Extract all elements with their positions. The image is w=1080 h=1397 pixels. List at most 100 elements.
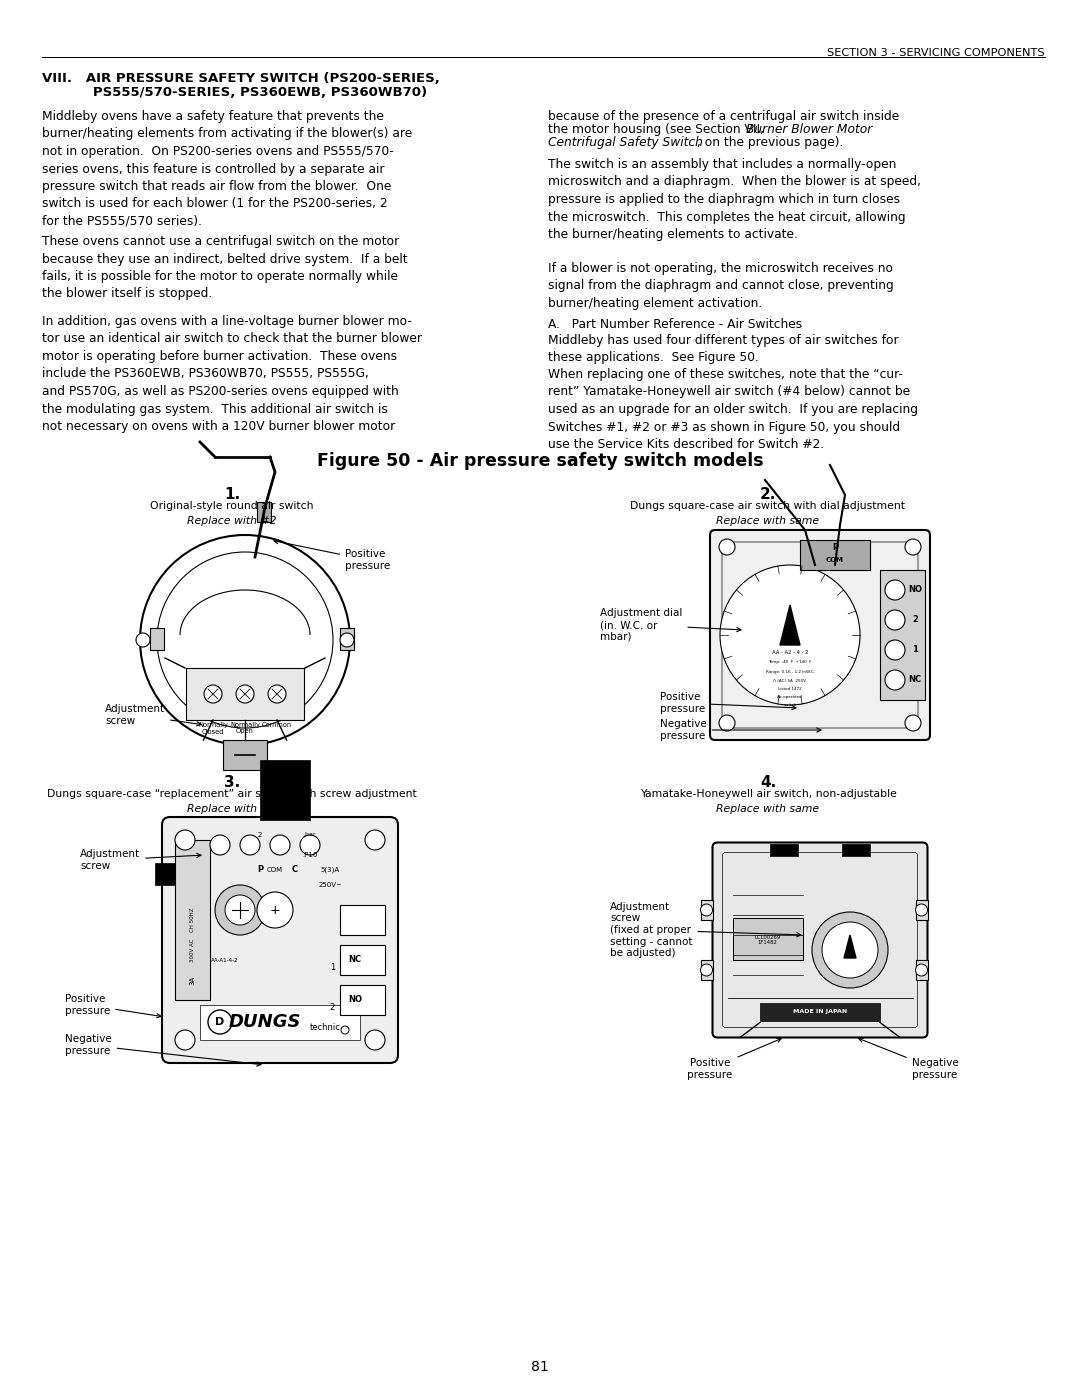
Text: Positive
pressure: Positive pressure [687, 1038, 781, 1080]
Text: Positive
pressure: Positive pressure [274, 539, 390, 571]
Text: Range: 0.16 - 1.2 InW.C.: Range: 0.16 - 1.2 InW.C. [766, 671, 814, 673]
Bar [800, 541, 870, 570]
Text: COM: COM [267, 868, 283, 873]
Circle shape [225, 895, 255, 925]
Circle shape [300, 835, 320, 855]
Text: Adjustment
screw: Adjustment screw [105, 704, 201, 726]
Circle shape [905, 715, 921, 731]
Text: Replace with same: Replace with same [716, 515, 820, 527]
Text: ∩ (AC) 5A  250V: ∩ (AC) 5A 250V [773, 679, 807, 683]
Text: 2: 2 [913, 616, 918, 624]
Circle shape [916, 904, 928, 916]
Polygon shape [843, 935, 856, 958]
Text: Normally
Closed: Normally Closed [198, 722, 228, 735]
Bar [770, 844, 798, 855]
Text: +: + [270, 904, 281, 916]
Bar [257, 502, 271, 522]
Text: If a blower is not operating, the microswitch receives no
signal from the diaphr: If a blower is not operating, the micros… [548, 263, 894, 310]
Text: 81: 81 [531, 1361, 549, 1375]
Text: 250V~: 250V~ [319, 882, 342, 888]
Text: Common: Common [262, 722, 292, 728]
Text: In addition, gas ovens with a line-voltage burner blower mo-
tor use an identica: In addition, gas ovens with a line-volta… [42, 314, 422, 433]
Text: NO: NO [348, 996, 362, 1004]
Circle shape [204, 685, 222, 703]
Text: NO: NO [908, 585, 922, 595]
Circle shape [885, 671, 905, 690]
Circle shape [719, 539, 735, 555]
Text: DUNGS: DUNGS [229, 1013, 301, 1031]
Bar [760, 1003, 880, 1020]
Text: Air-operated: Air-operated [778, 694, 802, 698]
Bar [222, 740, 267, 770]
Text: Adjustment
screw: Adjustment screw [80, 849, 201, 870]
Text: because of the presence of a centrifugal air switch inside: because of the presence of a centrifugal… [548, 110, 900, 123]
Polygon shape [780, 605, 800, 645]
Circle shape [175, 1030, 195, 1051]
Text: AA-A1-4-2: AA-A1-4-2 [212, 957, 239, 963]
FancyBboxPatch shape [713, 842, 928, 1038]
Text: Original-style round air switch: Original-style round air switch [150, 502, 314, 511]
Text: Positive
pressure: Positive pressure [660, 692, 796, 714]
Text: 1: 1 [329, 964, 335, 972]
Text: Adjustment dial
(in. W.C. or
mbar): Adjustment dial (in. W.C. or mbar) [600, 609, 741, 641]
Text: Dungs square-case “replacement” air switch with screw adjustment: Dungs square-case “replacement” air swit… [48, 789, 417, 799]
Bar [200, 1004, 360, 1039]
Circle shape [885, 580, 905, 599]
Text: AA - A2 - 4 - 2: AA - A2 - 4 - 2 [772, 650, 808, 655]
Text: Adjustment
screw
(fixed at proper
setting - cannot
be adjusted): Adjustment screw (fixed at proper settin… [610, 902, 801, 958]
FancyBboxPatch shape [710, 529, 930, 740]
Text: 300V AC: 300V AC [189, 939, 194, 961]
Text: Burner Blower Motor: Burner Blower Motor [746, 123, 873, 136]
Bar [186, 668, 303, 719]
Text: Negative
pressure: Negative pressure [65, 1034, 261, 1066]
Circle shape [208, 1010, 232, 1034]
Text: C: C [292, 866, 298, 875]
Text: technic: technic [310, 1024, 340, 1032]
Text: 5(3)A: 5(3)A [321, 866, 339, 873]
Text: Negative
pressure: Negative pressure [660, 719, 821, 740]
Text: Positive
pressure: Positive pressure [65, 995, 161, 1018]
Text: NC: NC [348, 956, 361, 964]
Circle shape [268, 685, 286, 703]
Circle shape [885, 610, 905, 630]
Text: Replace with #2: Replace with #2 [187, 515, 276, 527]
Circle shape [237, 685, 254, 703]
Circle shape [365, 1030, 384, 1051]
Circle shape [885, 640, 905, 659]
Text: Normally
Open: Normally Open [230, 722, 260, 735]
Text: 2: 2 [329, 1003, 335, 1013]
Text: the motor housing (see Section VII,: the motor housing (see Section VII, [548, 123, 768, 136]
Circle shape [701, 964, 713, 977]
Bar [150, 629, 164, 650]
Bar [340, 944, 384, 975]
Circle shape [270, 835, 291, 855]
Text: Replace with same: Replace with same [716, 805, 820, 814]
Text: These ovens cannot use a centrifugal switch on the motor
because they use an ind: These ovens cannot use a centrifugal swi… [42, 235, 407, 300]
Circle shape [812, 912, 888, 988]
Bar [880, 570, 924, 700]
Text: Dungs square-case air switch with dial adjustment: Dungs square-case air switch with dial a… [631, 502, 905, 511]
Text: Figure 50 - Air pressure safety switch models: Figure 50 - Air pressure safety switch m… [316, 453, 764, 469]
Text: , on the previous page).: , on the previous page). [697, 136, 843, 149]
Text: Negative
pressure: Negative pressure [859, 1038, 958, 1080]
Circle shape [822, 922, 878, 978]
Text: P: P [257, 866, 264, 875]
Text: Centrifugal Safety Switch: Centrifugal Safety Switch [548, 136, 703, 149]
Text: 2: 2 [258, 833, 262, 838]
Text: Middleby has used four different types of air switches for
these applications.  : Middleby has used four different types o… [548, 334, 899, 365]
Circle shape [905, 539, 921, 555]
Text: 3.: 3. [224, 775, 240, 789]
Text: A.   Part Number Reference - Air Switches: A. Part Number Reference - Air Switches [548, 319, 802, 331]
Text: NC: NC [908, 676, 921, 685]
Circle shape [136, 633, 150, 647]
Text: SECTION 3 - SERVICING COMPONENTS: SECTION 3 - SERVICING COMPONENTS [827, 47, 1045, 59]
Bar [340, 905, 384, 935]
Bar [842, 844, 870, 855]
Bar [340, 985, 384, 1016]
Text: 1.: 1. [224, 488, 240, 502]
Text: MADE IN JAPAN: MADE IN JAPAN [793, 1009, 847, 1014]
Circle shape [365, 830, 384, 849]
Text: CH 50HZ: CH 50HZ [189, 908, 194, 932]
Circle shape [340, 633, 354, 647]
Bar [701, 960, 713, 981]
